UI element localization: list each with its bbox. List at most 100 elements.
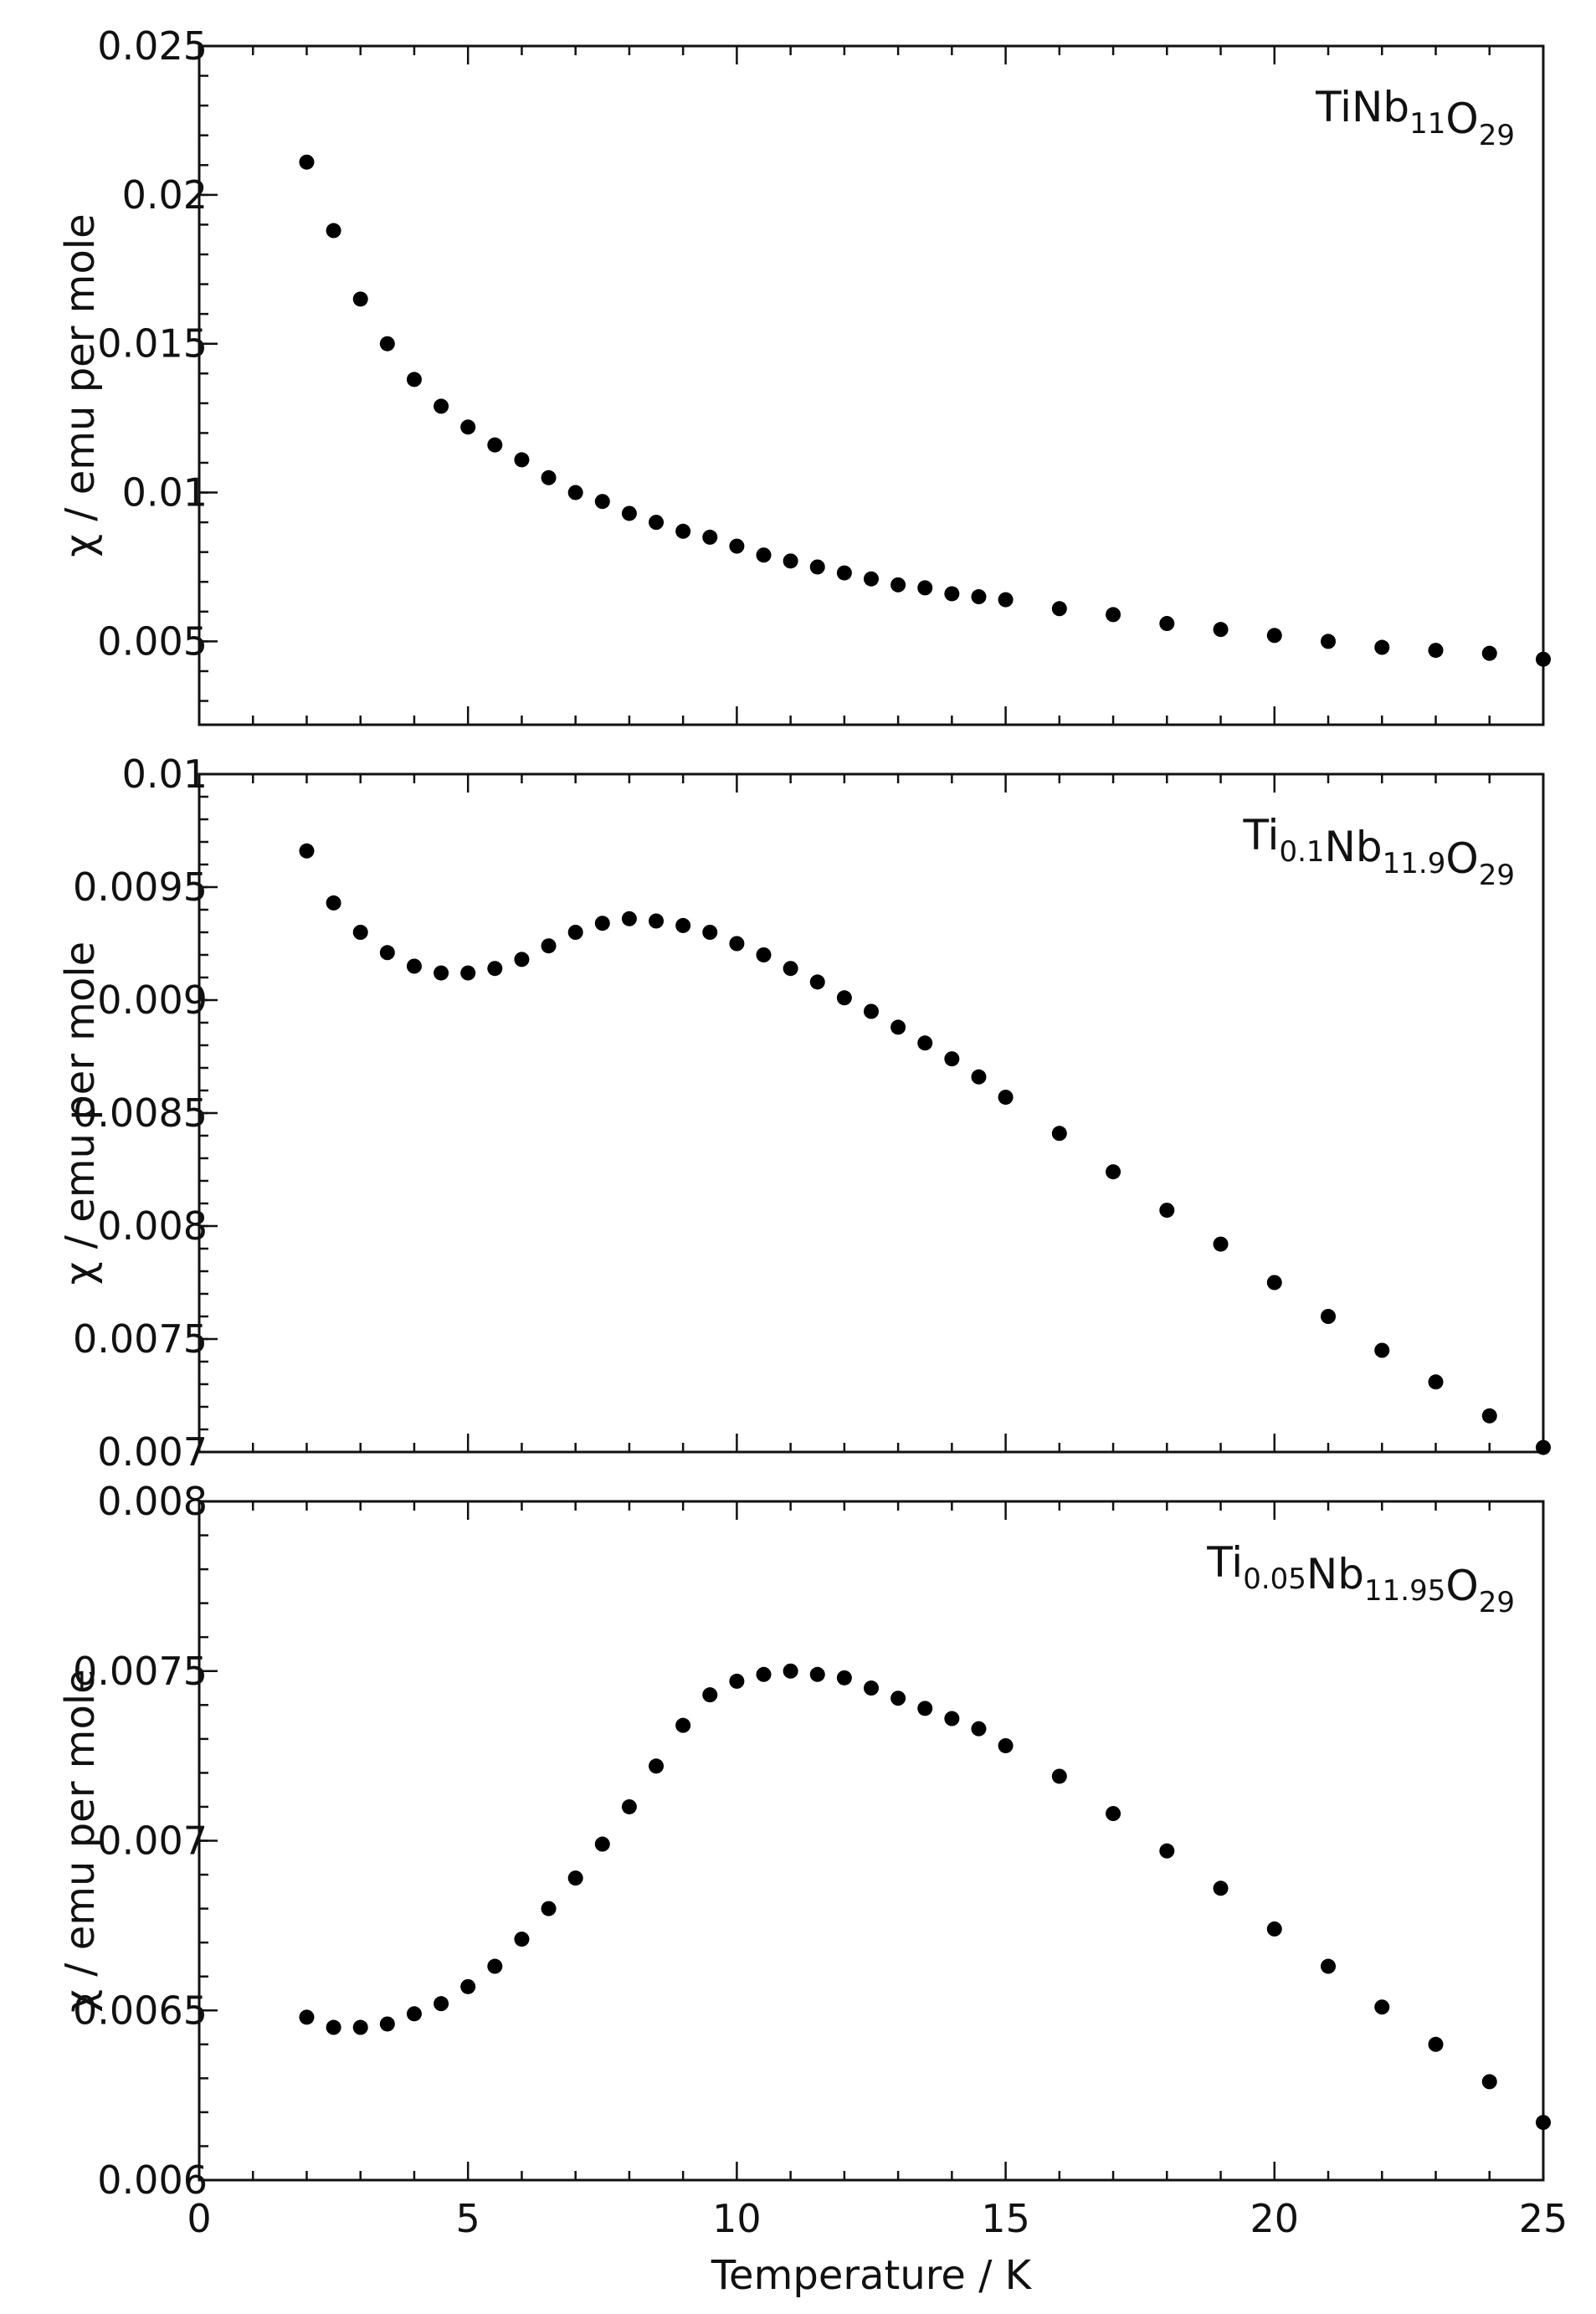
y-tick-label: 0.0075	[73, 1316, 208, 1362]
sample-label: Ti0.1Nb11.9O29	[1243, 811, 1515, 892]
data-point	[675, 523, 691, 539]
data-point	[649, 913, 665, 929]
sample-label-subscript: 29	[1479, 1586, 1515, 1619]
data-point	[460, 965, 476, 981]
panel-ti0.05nb11.95o29: 0.006 0.0065 0.007 0.0075 0.008 χ / emu per m…	[57, 1479, 1568, 2299]
y-tick-label: 0.008	[97, 1479, 208, 1524]
y-tick-label: 0.01	[122, 470, 208, 516]
data-point	[326, 223, 341, 239]
data-point	[352, 925, 368, 940]
data-point	[460, 419, 476, 435]
data-point	[809, 974, 825, 990]
sample-label-element: O	[1445, 1562, 1478, 1610]
data-point	[541, 1901, 557, 1916]
data-point	[809, 1666, 825, 1682]
y-tick-label: 0.008	[97, 1203, 208, 1249]
data-point	[1428, 2036, 1444, 2052]
data-point	[890, 1691, 906, 1706]
data-point	[783, 961, 798, 977]
sample-label-subscript: 0.05	[1243, 1562, 1306, 1596]
data-point	[1536, 1439, 1551, 1455]
data-point	[406, 372, 422, 387]
x-tick-label: 10	[712, 2196, 762, 2241]
sample-label-element: Ti	[1243, 811, 1280, 859]
data-point	[1213, 1236, 1229, 1252]
sample-label-element: O	[1445, 834, 1478, 883]
data-point	[756, 1666, 772, 1682]
y-tick-label: 0.025	[97, 23, 208, 69]
y-tick-label: 0.009	[97, 977, 208, 1023]
data-point	[998, 1090, 1014, 1106]
y-tick-label: 0.02	[122, 172, 208, 218]
data-point	[1051, 601, 1067, 617]
sample-label-subscript: 11.9	[1383, 847, 1446, 880]
data-point	[434, 1996, 449, 2012]
plot-frame	[198, 772, 1545, 1454]
data-point	[1428, 1374, 1444, 1390]
data-point	[836, 990, 852, 1006]
data-point	[299, 843, 315, 859]
data-point	[541, 469, 557, 485]
data-point	[917, 1035, 933, 1051]
x-tick-label: 20	[1250, 2196, 1300, 2241]
data-point	[1051, 1126, 1067, 1142]
data-point	[890, 577, 906, 593]
data-point	[1159, 1843, 1175, 1859]
data-point	[836, 565, 852, 581]
data-point	[352, 2019, 368, 2035]
data-point	[971, 1721, 987, 1737]
data-point	[487, 437, 503, 453]
data-point	[702, 925, 718, 940]
sample-label-subscript: 11.95	[1364, 1574, 1445, 1608]
sample-label-element: Nb	[1306, 1550, 1364, 1598]
data-point	[379, 945, 395, 961]
data-point	[352, 291, 368, 307]
data-point	[379, 2016, 395, 2032]
x-axis-label: Temperature / K	[711, 2252, 1033, 2299]
sample-label-element: TiNb	[1315, 83, 1409, 131]
data-point	[944, 586, 960, 602]
data-point	[729, 1673, 745, 1689]
data-point	[434, 965, 449, 981]
panel-ti0.1nb11.9o29: 0.007 0.0075 0.008 0.0085 0.009 0.0095 0.01 χ /…	[57, 752, 1551, 1475]
y-tick-label: 0.0095	[73, 865, 208, 910]
data-point	[864, 1680, 879, 1696]
plot-frame	[198, 44, 1545, 726]
data-point	[299, 154, 315, 170]
data-point	[1213, 622, 1229, 638]
data-point	[675, 917, 691, 933]
data-point	[1051, 1768, 1067, 1784]
y-tick-label: 0.0085	[73, 1090, 208, 1136]
data-point	[729, 936, 745, 952]
data-point	[594, 494, 610, 510]
data-point	[621, 911, 637, 926]
data-point	[1321, 1309, 1337, 1324]
data-point	[379, 336, 395, 351]
data-point	[1481, 2074, 1497, 2090]
sample-label-element: O	[1445, 95, 1478, 143]
data-point	[567, 1870, 583, 1886]
data-point	[594, 1836, 610, 1852]
sample-label-subscript: 29	[1479, 859, 1515, 892]
data-point	[299, 2009, 315, 2025]
sample-label-subscript: 29	[1479, 119, 1515, 152]
data-point	[1266, 1921, 1282, 1937]
sample-label-subscript: 0.1	[1279, 835, 1324, 869]
y-tick-label: 0.005	[97, 618, 208, 664]
panel-tinb11o29: 0.005 0.01 0.015 0.02 0.025 χ / emu per mole T…	[57, 23, 1551, 726]
data-point	[406, 2006, 422, 2022]
data-point	[1159, 616, 1175, 632]
y-axis-label: χ / emu per mole	[57, 1669, 104, 2012]
data-point	[1428, 643, 1444, 659]
data-point	[487, 1958, 503, 1974]
y-tick-label: 0.007	[97, 1429, 208, 1475]
plot-frame	[198, 1500, 1545, 2182]
data-point	[1481, 1408, 1497, 1424]
y-tick-label: 0.0075	[73, 1649, 208, 1694]
data-point	[434, 398, 449, 414]
y-tick-label: 0.007	[97, 1819, 208, 1864]
data-point	[406, 958, 422, 974]
data-point	[541, 938, 557, 954]
data-point	[944, 1051, 960, 1067]
